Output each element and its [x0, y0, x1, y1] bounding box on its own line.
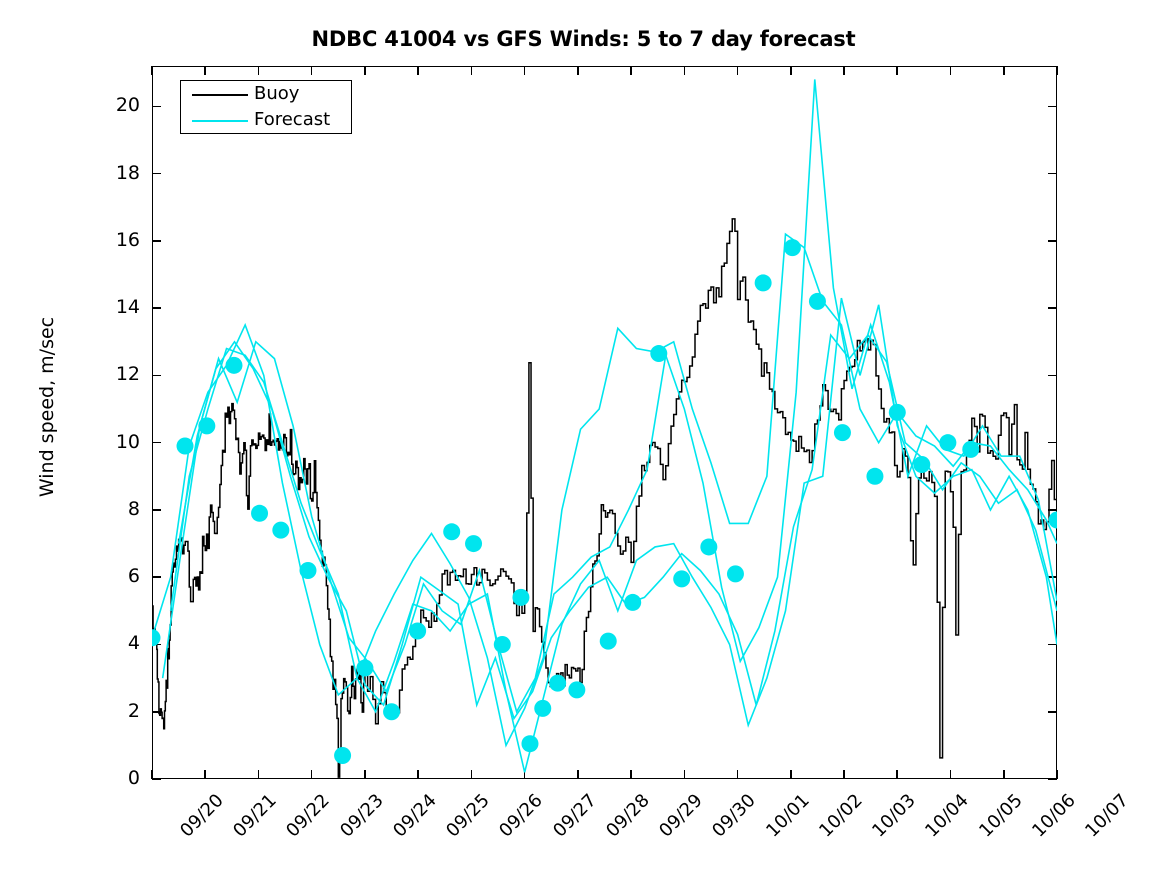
x-tick-mark-top	[151, 66, 153, 75]
x-tick-label: 09/30	[708, 790, 761, 842]
y-tick-mark-right	[1048, 240, 1057, 242]
y-tick-label: 18	[115, 161, 140, 184]
x-tick-mark-top	[577, 66, 579, 75]
x-tick-mark-top	[1056, 66, 1058, 75]
x-tick-mark-top	[843, 66, 845, 75]
y-tick-label: 2	[127, 699, 140, 722]
legend-swatch-forecast	[192, 120, 248, 122]
x-tick-mark	[630, 770, 632, 779]
x-tick-mark	[1002, 770, 1005, 779]
x-tick-mark-top	[736, 66, 739, 75]
y-tick-label: 6	[127, 565, 140, 588]
y-tick-mark-right	[1048, 643, 1057, 646]
x-tick-label: 09/29	[655, 790, 707, 842]
x-tick-mark-top	[204, 66, 207, 75]
x-tick-label: 10/02	[815, 790, 867, 842]
legend-label-buoy: Buoy	[254, 83, 300, 104]
x-tick-label: 09/22	[282, 790, 335, 842]
x-tick-mark-top	[896, 66, 899, 75]
x-tick-label: 09/24	[389, 790, 441, 842]
y-tick-mark	[152, 105, 161, 108]
legend-label-forecast: Forecast	[254, 109, 331, 130]
x-tick-mark	[470, 770, 473, 779]
x-tick-mark-top	[310, 66, 313, 75]
x-tick-label: 09/26	[495, 790, 548, 842]
x-tick-mark	[364, 770, 366, 779]
y-tick-mark	[152, 710, 161, 713]
y-tick-mark-right	[1048, 576, 1057, 578]
y-tick-label: 12	[115, 363, 140, 386]
x-tick-mark	[151, 770, 153, 779]
x-tick-mark-top	[364, 66, 366, 75]
y-tick-label: 0	[127, 767, 140, 789]
x-tick-mark-top	[790, 66, 792, 75]
x-tick-mark-top	[1002, 66, 1005, 75]
x-tick-mark-top	[523, 66, 526, 75]
x-tick-mark	[896, 770, 899, 779]
x-tick-label: 09/21	[229, 790, 281, 842]
x-tick-mark-top	[683, 66, 686, 75]
x-tick-mark	[257, 770, 260, 779]
y-tick-mark-right	[1048, 710, 1057, 713]
y-tick-mark	[152, 441, 161, 444]
x-tick-label: 10/01	[761, 790, 814, 842]
y-tick-mark-right	[1048, 105, 1057, 108]
x-tick-mark	[417, 770, 419, 779]
y-tick-mark-right	[1048, 374, 1057, 377]
y-tick-mark	[152, 240, 161, 242]
y-tick-mark-right	[1048, 441, 1057, 444]
legend-box: Buoy Forecast	[180, 80, 352, 134]
x-tick-label: 10/03	[868, 790, 920, 842]
x-tick-mark	[523, 770, 526, 779]
x-tick-mark	[683, 770, 686, 779]
y-tick-mark-right	[1048, 172, 1057, 175]
x-tick-mark	[577, 770, 579, 779]
chart-title: NDBC 41004 vs GFS Winds: 5 to 7 day fore…	[311, 27, 856, 51]
x-tick-label: 09/27	[548, 790, 601, 842]
legend-entry-buoy: Buoy	[181, 81, 353, 108]
y-tick-mark	[152, 576, 161, 578]
y-tick-label: 8	[127, 497, 140, 520]
x-tick-label: 10/04	[921, 790, 974, 842]
y-tick-label: 20	[115, 94, 140, 117]
legend-entry-forecast: Forecast	[181, 107, 353, 134]
x-tick-label: 09/23	[335, 790, 388, 842]
x-tick-label: 10/07	[1081, 790, 1133, 842]
x-tick-mark-top	[630, 66, 632, 75]
x-tick-mark	[310, 770, 313, 779]
y-tick-mark-right	[1048, 509, 1057, 511]
x-tick-mark-top	[417, 66, 419, 75]
y-tick-mark	[152, 643, 161, 646]
y-tick-mark	[152, 374, 161, 377]
x-tick-mark	[1056, 770, 1058, 779]
y-tick-label: 14	[115, 296, 140, 319]
x-tick-mark-top	[257, 66, 260, 75]
y-tick-label: 4	[127, 632, 140, 655]
y-tick-mark-right	[1048, 778, 1057, 780]
x-tick-mark	[204, 770, 207, 779]
x-tick-label: 09/20	[176, 790, 228, 842]
plot-area-frame	[152, 66, 1057, 779]
y-tick-label: 16	[115, 228, 140, 251]
y-tick-mark	[152, 172, 161, 175]
x-tick-mark-top	[470, 66, 473, 75]
y-tick-mark	[152, 778, 161, 780]
x-tick-label: 10/05	[974, 790, 1027, 842]
x-tick-mark	[790, 770, 792, 779]
x-tick-mark	[843, 770, 845, 779]
x-tick-mark	[736, 770, 739, 779]
x-tick-label: 09/28	[602, 790, 654, 842]
y-tick-mark	[152, 307, 161, 309]
x-tick-label: 09/25	[442, 790, 494, 842]
y-tick-mark-right	[1048, 307, 1057, 309]
y-axis-label: Wind speed, m/sec	[36, 316, 58, 498]
legend-swatch-buoy	[192, 94, 248, 96]
x-tick-mark	[949, 770, 952, 779]
x-tick-label: 10/06	[1027, 790, 1080, 842]
y-tick-mark	[152, 509, 161, 511]
y-tick-label: 10	[115, 430, 140, 453]
x-tick-mark-top	[949, 66, 952, 75]
